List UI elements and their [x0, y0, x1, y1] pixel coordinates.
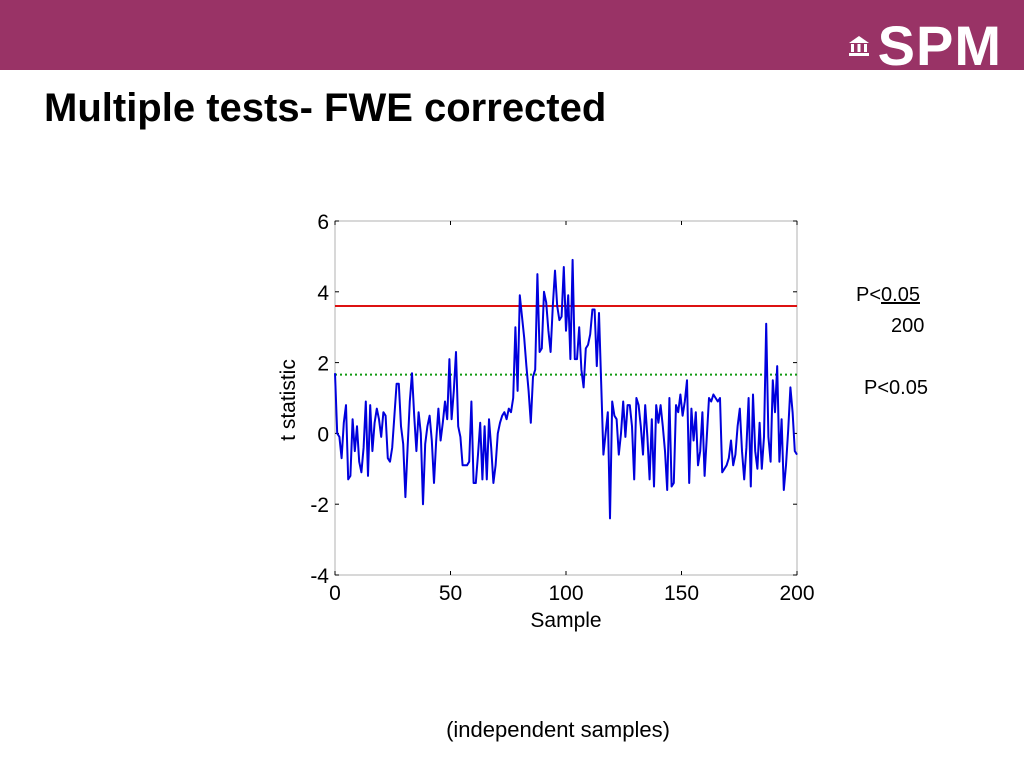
spm-logo: SPM: [848, 18, 1002, 74]
caption: (independent samples): [446, 717, 670, 742]
fwe-denominator: 200: [891, 315, 925, 337]
t-statistic-series-line: [334, 258, 798, 520]
x-tick-label: 0: [329, 582, 341, 605]
y-axis-label: t statistic: [277, 359, 300, 441]
y-tick-label: 0: [317, 423, 329, 446]
slide-title: Multiple tests- FWE corrected: [44, 86, 607, 130]
y-tick-label: -4: [310, 565, 329, 588]
x-axis-label: Sample: [530, 609, 601, 632]
building-icon: [848, 36, 869, 56]
x-tick-label: 150: [664, 582, 699, 605]
y-tick-label: -2: [310, 494, 329, 517]
fwe-threshold-annotation: P<0.05: [856, 284, 920, 307]
fwe-numerator: 0.05: [881, 284, 920, 306]
y-tick-label: 6: [317, 211, 329, 234]
series-group: [334, 258, 798, 520]
axis-ticks: [334, 220, 798, 576]
y-tick-label: 4: [317, 282, 329, 305]
x-tick-label: 200: [779, 582, 814, 605]
logo-text: SPM: [877, 14, 1002, 77]
header-bar: SPM: [0, 0, 1024, 74]
y-tick-label: 2: [317, 353, 329, 376]
plot-frame: [334, 220, 798, 576]
fwe-prefix: P<: [856, 284, 882, 306]
axis-labels: 0 50 100 150 200 -4 -2 0 2 4 6 Sample t statistic: [277, 211, 815, 632]
x-tick-label: 50: [439, 582, 462, 605]
uncorrected-threshold-annotation: P<0.05: [864, 377, 928, 399]
x-tick-label: 100: [548, 582, 583, 605]
